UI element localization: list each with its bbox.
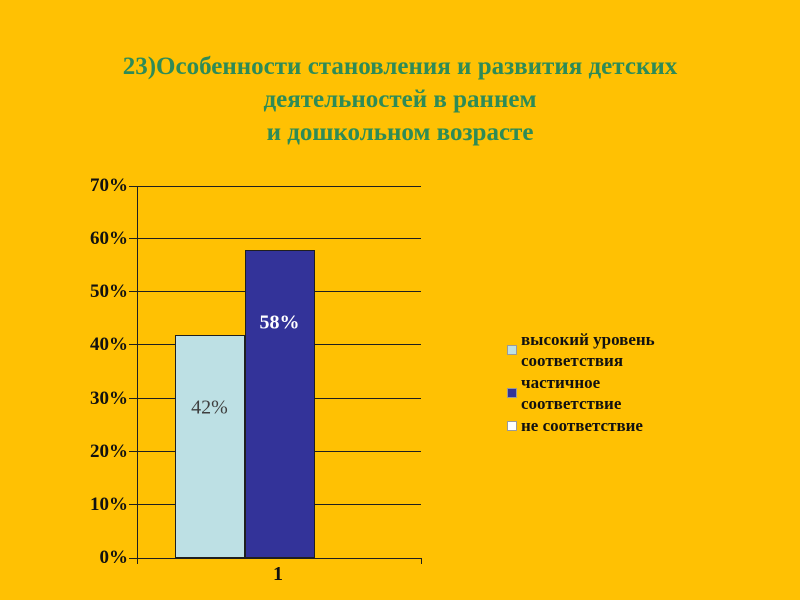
y-axis-tick-label: 70% — [90, 175, 128, 196]
y-axis-tick — [129, 186, 137, 187]
y-axis-tick-label: 30% — [90, 387, 128, 409]
legend-label: частичное соответствие — [521, 373, 622, 413]
y-axis-end-tick — [137, 558, 138, 564]
x-axis-end-tick — [421, 558, 422, 564]
y-axis-tick-label: 20% — [90, 440, 128, 462]
gridline-60% — [138, 238, 421, 240]
y-axis-tick — [129, 344, 137, 346]
y-axis-tick-label: 50% — [90, 281, 128, 303]
y-axis-tick — [129, 238, 137, 240]
bar-частичное-соответствие — [244, 249, 315, 558]
legend-swatch-icon — [507, 388, 517, 398]
x-axis-category-label: 1 — [273, 563, 283, 585]
slide-title-line: деятельностей в раннем — [263, 86, 537, 113]
legend-entry: высокий уровень соответствия — [507, 329, 669, 371]
bar-data-label: 58% — [259, 311, 300, 334]
y-axis-tick — [129, 450, 137, 452]
chart-legend: высокий уровень соответствия частичное со… — [507, 329, 669, 436]
bar-data-label: 42% — [191, 396, 228, 419]
y-axis-tick — [129, 397, 137, 399]
legend-label: высокий уровень соответствия — [521, 330, 655, 370]
legend-entry: частичное соответствие — [507, 372, 669, 414]
gridline-70% — [138, 186, 421, 187]
legend-entry: не соответствие — [507, 415, 669, 436]
legend-swatch-icon — [507, 420, 517, 431]
plot-area: 42% 58% — [129, 186, 422, 564]
slide-title-line: 23)Особенности становления и развития де… — [122, 53, 678, 80]
y-axis-tick-label: 60% — [90, 228, 128, 250]
slide-title: 23)Особенности становления и развития де… — [0, 50, 800, 149]
y-axis-tick-label: 10% — [90, 493, 128, 515]
legend-label: не соответствие — [521, 416, 643, 435]
y-axis-tick — [129, 558, 137, 559]
y-axis-tick — [129, 503, 137, 505]
y-axis-tick-label: 40% — [90, 334, 128, 356]
slide-title-line: и дошкольном возрасте — [266, 119, 534, 146]
bar-высокий-уровень-соответствия — [174, 334, 245, 558]
y-axis-tick-label: 0% — [99, 547, 129, 568]
legend-swatch-icon — [507, 345, 517, 355]
y-axis-tick — [129, 291, 137, 293]
